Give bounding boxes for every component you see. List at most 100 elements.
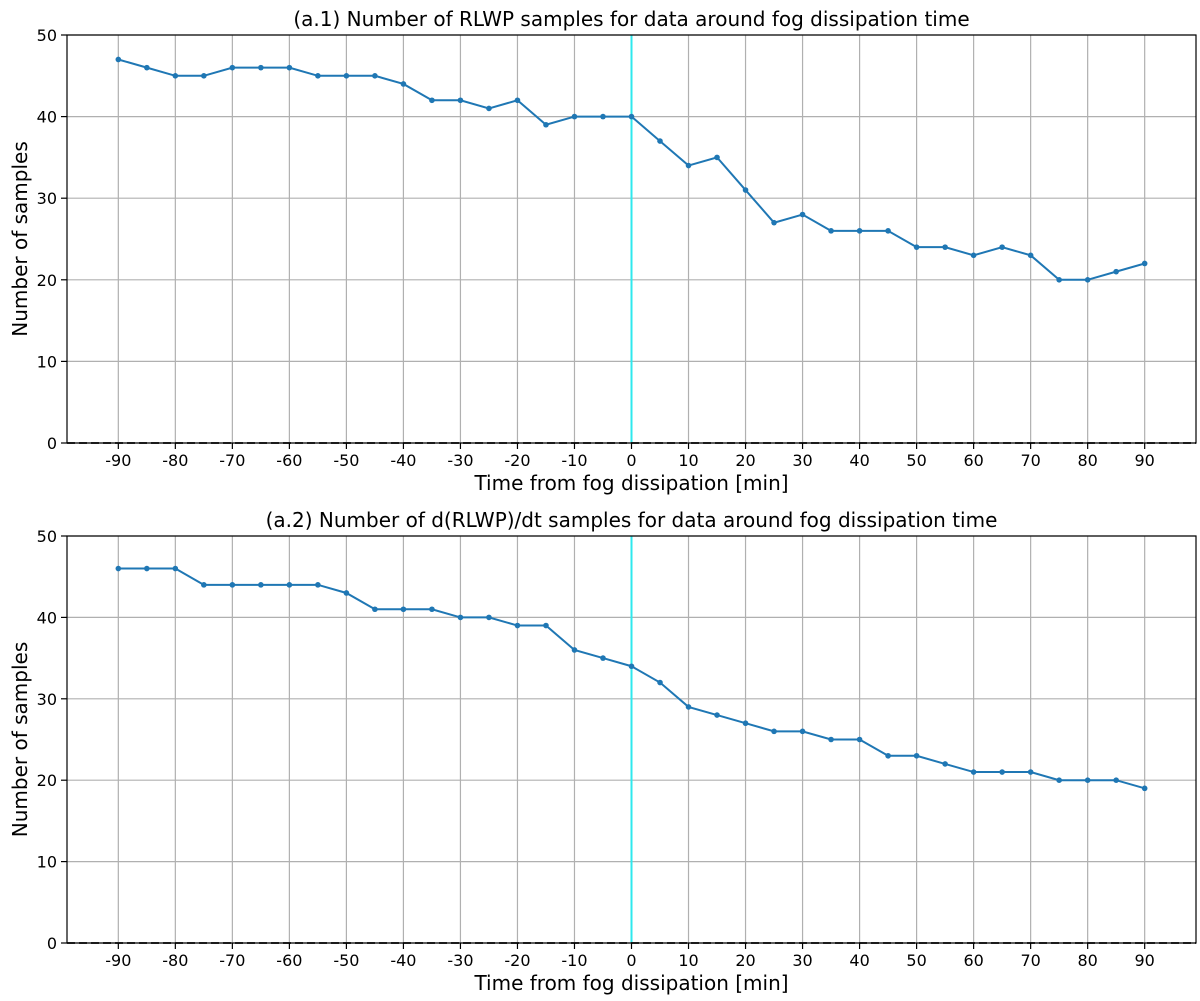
data-point <box>286 582 293 588</box>
data-point <box>714 154 720 161</box>
data-point <box>115 565 122 572</box>
x-tick-label: 10 <box>678 951 698 970</box>
y-tick-label: 0 <box>47 934 57 953</box>
x-tick-label: 20 <box>735 951 755 970</box>
data-point <box>1113 777 1119 783</box>
data-point <box>942 761 948 767</box>
data-point <box>999 769 1005 775</box>
data-point <box>1084 277 1091 283</box>
data-point <box>201 582 207 588</box>
x-tick-label: 80 <box>1077 951 1097 970</box>
y-tick-label: 40 <box>37 608 57 627</box>
data-point <box>457 614 464 621</box>
data-point <box>514 97 521 104</box>
x-tick-label: -90 <box>105 951 131 970</box>
data-point <box>885 752 891 759</box>
data-point <box>1084 777 1091 783</box>
data-point <box>628 663 635 670</box>
x-tick-label: -60 <box>276 451 302 470</box>
data-point <box>172 73 179 79</box>
x-tick-label: -40 <box>390 451 416 470</box>
x-tick-label: -10 <box>561 951 587 970</box>
y-tick-label: 10 <box>37 853 57 872</box>
y-axis-label: Number of samples <box>8 141 32 336</box>
x-tick-label: 30 <box>792 951 812 970</box>
data-point <box>1027 252 1034 259</box>
data-point <box>514 622 521 629</box>
data-point <box>144 565 150 572</box>
y-tick-label: 20 <box>37 271 57 290</box>
x-tick-label: 0 <box>626 451 636 470</box>
data-point <box>172 565 179 572</box>
data-point <box>201 73 207 79</box>
y-axis-label: Number of samples <box>8 642 32 837</box>
data-point <box>286 64 293 71</box>
data-point <box>457 97 464 104</box>
y-tick-label: 50 <box>37 527 57 546</box>
x-tick-label: -30 <box>447 451 473 470</box>
x-tick-label: 90 <box>1135 951 1155 970</box>
chart-title: (a.2) Number of d(RLWP)/dt samples for d… <box>266 508 998 532</box>
x-tick-label: -20 <box>504 451 530 470</box>
y-tick-label: 30 <box>37 690 57 709</box>
data-point <box>657 679 663 686</box>
data-point <box>372 73 378 79</box>
data-point <box>628 113 635 120</box>
x-tick-label: -60 <box>276 951 302 970</box>
data-point <box>315 73 321 79</box>
x-axis-label: Time from fog dissipation [min] <box>473 971 788 995</box>
x-tick-label: -70 <box>219 951 245 970</box>
data-point <box>970 769 977 775</box>
data-point <box>856 736 863 743</box>
x-tick-label: 30 <box>792 451 812 470</box>
data-point <box>343 590 350 596</box>
data-point <box>486 614 492 621</box>
x-tick-label: -50 <box>333 451 359 470</box>
data-point <box>771 728 777 735</box>
data-point <box>970 252 977 259</box>
data-point <box>229 582 236 588</box>
data-point <box>400 606 407 613</box>
x-tick-label: 70 <box>1020 451 1040 470</box>
y-tick-label: 0 <box>47 434 57 453</box>
y-tick-label: 10 <box>37 352 57 371</box>
data-point <box>343 73 350 79</box>
data-point <box>229 64 236 71</box>
x-tick-label: 40 <box>849 951 869 970</box>
x-tick-label: -80 <box>162 451 188 470</box>
x-tick-label: 0 <box>626 951 636 970</box>
data-point <box>600 655 606 661</box>
chart-panel-1: -90 -80 -70 -60 -50 -40 -30 -20 -10 0 10 20 30 40 50 60… <box>8 7 1197 495</box>
data-point <box>885 228 891 234</box>
y-tick-label: 50 <box>37 26 57 45</box>
data-point <box>258 64 264 71</box>
data-point <box>1141 260 1148 267</box>
data-point <box>115 56 122 63</box>
data-point <box>571 113 578 120</box>
data-point <box>144 64 150 71</box>
y-tick-label: 40 <box>37 108 57 127</box>
y-tick-label: 30 <box>37 189 57 208</box>
data-point <box>571 647 578 653</box>
data-point <box>913 244 920 250</box>
data-point <box>258 582 264 588</box>
x-tick-label: 50 <box>906 451 926 470</box>
data-point <box>828 228 834 234</box>
data-point <box>799 211 806 218</box>
x-tick-label: -40 <box>390 951 416 970</box>
x-tick-label: 80 <box>1077 451 1097 470</box>
x-tick-label: -80 <box>162 951 188 970</box>
data-point <box>1056 277 1062 283</box>
x-tick-label: -30 <box>447 951 473 970</box>
data-point <box>685 704 692 710</box>
x-tick-label: 20 <box>735 451 755 470</box>
data-point <box>315 582 321 588</box>
data-point <box>742 720 749 727</box>
data-point <box>685 162 692 169</box>
x-tick-label: 60 <box>963 951 983 970</box>
data-point <box>1141 785 1148 792</box>
chart-panel-2: -90 -80 -70 -60 -50 -40 -30 -20 -10 0 10 20 30 40 50 60… <box>8 508 1197 995</box>
x-tick-label: 70 <box>1020 951 1040 970</box>
x-tick-label: 10 <box>678 451 698 470</box>
